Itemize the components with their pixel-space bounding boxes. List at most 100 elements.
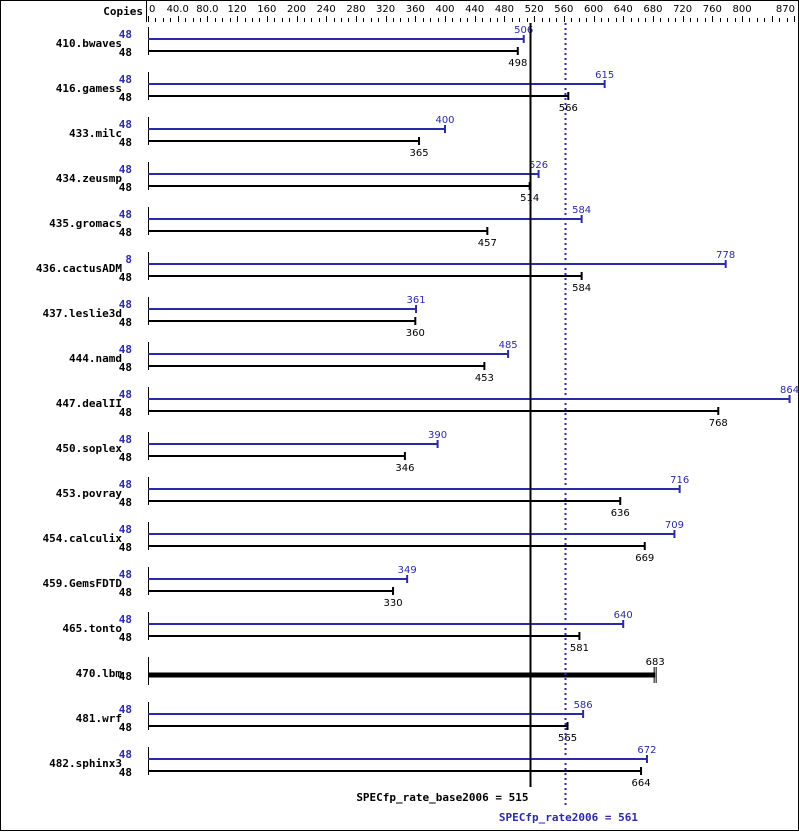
base-value-label: 346 [395, 463, 414, 474]
x-tick-label: 560 [554, 4, 573, 15]
peak-value-label: 864 [780, 385, 799, 396]
base-copies: 48 [119, 670, 132, 683]
base-copies: 48 [119, 181, 132, 194]
base-reference-label: SPECfp_rate_base2006 = 515 [356, 791, 528, 804]
base-copies: 48 [119, 361, 132, 374]
x-tick-label: 480 [495, 4, 514, 15]
x-tick-label: 80.0 [196, 4, 218, 15]
peak-copies: 48 [119, 613, 132, 626]
peak-reference-label: SPECfp_rate2006 = 561 [499, 811, 638, 824]
x-tick-label: 720 [673, 4, 692, 15]
base-copies: 48 [119, 766, 132, 779]
benchmark-label: 410.bwaves [56, 37, 122, 50]
x-tick-label: 160 [257, 4, 276, 15]
base-copies: 48 [119, 91, 132, 104]
peak-value-label: 390 [428, 430, 447, 441]
base-copies: 48 [119, 451, 132, 464]
benchmark-label: 481.wrf [76, 712, 122, 725]
x-tick-label: 680 [643, 4, 662, 15]
x-tick-label: 360 [406, 4, 425, 15]
base-value-label: 584 [572, 283, 591, 294]
peak-copies: 48 [119, 163, 132, 176]
x-tick-label: 640 [614, 4, 633, 15]
base-copies: 48 [119, 496, 132, 509]
peak-value-label: 615 [595, 70, 614, 81]
x-tick-label: 400 [435, 4, 454, 15]
peak-value-label: 485 [499, 340, 518, 351]
peak-copies: 48 [119, 388, 132, 401]
base-value-label: 636 [611, 508, 630, 519]
benchmark-label: 454.calculix [43, 532, 123, 545]
base-copies: 48 [119, 586, 132, 599]
peak-value-label: 349 [398, 565, 417, 576]
peak-value-label: 526 [529, 160, 548, 171]
benchmark-label: 436.cactusADM [36, 262, 122, 275]
peak-copies: 48 [119, 568, 132, 581]
x-tick-label: 320 [376, 4, 395, 15]
base-value-label: 498 [508, 58, 527, 69]
peak-copies: 48 [119, 118, 132, 131]
peak-copies: 48 [119, 703, 132, 716]
peak-copies: 48 [119, 208, 132, 221]
benchmark-label: 470.lbm [76, 667, 123, 680]
peak-copies: 8 [125, 253, 132, 266]
base-value-label: 669 [635, 553, 654, 564]
base-copies: 48 [119, 136, 132, 149]
x-tick-label: 200 [287, 4, 306, 15]
x-tick-label: 760 [703, 4, 722, 15]
peak-copies: 48 [119, 748, 132, 761]
peak-copies: 48 [119, 73, 132, 86]
base-value-label: 683 [646, 657, 665, 668]
axis-header-copies: Copies [103, 5, 143, 18]
peak-value-label: 640 [614, 610, 633, 621]
x-tick-label: 120 [228, 4, 247, 15]
base-copies: 48 [119, 316, 132, 329]
base-value-label: 768 [709, 418, 728, 429]
benchmark-label: 450.soplex [56, 442, 123, 455]
base-value-label: 664 [631, 778, 650, 789]
peak-value-label: 400 [435, 115, 454, 126]
benchmark-label: 447.dealII [56, 397, 122, 410]
base-copies: 48 [119, 271, 132, 284]
benchmark-label: 433.milc [69, 127, 122, 140]
base-value-label: 566 [559, 103, 578, 114]
peak-copies: 48 [119, 433, 132, 446]
peak-copies: 48 [119, 28, 132, 41]
base-copies: 48 [119, 46, 132, 59]
peak-copies: 48 [119, 343, 132, 356]
base-value-label: 330 [383, 598, 402, 609]
base-value-label: 457 [478, 238, 497, 249]
peak-value-label: 716 [670, 475, 689, 486]
peak-value-label: 586 [574, 700, 593, 711]
base-value-label: 453 [475, 373, 494, 384]
benchmark-label: 416.gamess [56, 82, 122, 95]
benchmark-label: 453.povray [56, 487, 123, 500]
benchmark-label: 459.GemsFDTD [43, 577, 123, 590]
benchmark-label: 437.leslie3d [43, 307, 122, 320]
benchmark-label: 482.sphinx3 [49, 757, 122, 770]
x-tick-label: 440 [465, 4, 484, 15]
x-tick-label: 240 [317, 4, 336, 15]
base-value-label: 360 [406, 328, 425, 339]
base-value-label: 365 [409, 148, 428, 159]
peak-value-label: 672 [637, 745, 656, 756]
base-copies: 48 [119, 631, 132, 644]
peak-value-label: 778 [716, 250, 735, 261]
x-tick-label: 870 [776, 4, 795, 15]
peak-copies: 48 [119, 478, 132, 491]
benchmark-label: 434.zeusmp [56, 172, 123, 185]
base-copies: 48 [119, 226, 132, 239]
peak-value-label: 506 [514, 25, 533, 36]
x-tick-label: 0 [149, 4, 155, 15]
peak-copies: 48 [119, 298, 132, 311]
base-copies: 48 [119, 406, 132, 419]
x-tick-label: 600 [584, 4, 603, 15]
peak-copies: 48 [119, 523, 132, 536]
base-value-label: 565 [558, 733, 577, 744]
peak-value-label: 361 [407, 295, 426, 306]
base-value-label: 581 [570, 643, 589, 654]
x-tick-label: 800 [732, 4, 751, 15]
benchmark-label: 465.tonto [62, 622, 122, 635]
